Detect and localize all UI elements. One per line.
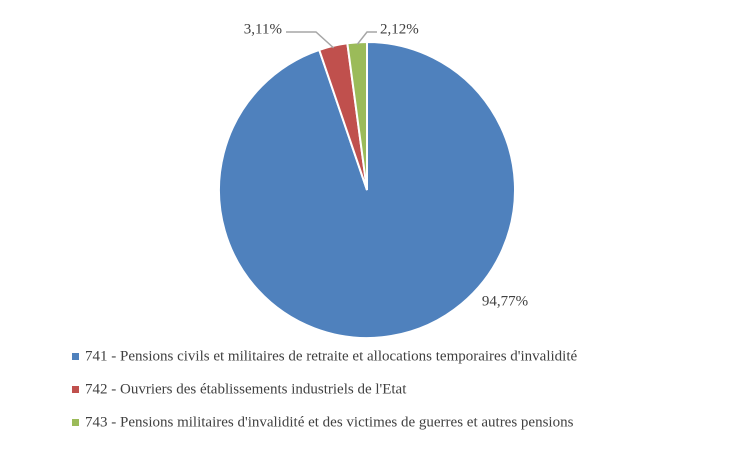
legend-swatch: [72, 386, 79, 393]
legend-label: 741 - Pensions civils et militaires de r…: [85, 348, 577, 364]
legend-swatch: [72, 353, 79, 360]
legend-swatch: [72, 419, 79, 426]
data-label: 94,77%: [482, 293, 528, 309]
legend-label: 743 - Pensions militaires d'invalidité e…: [85, 414, 574, 430]
leader-line: [286, 31, 335, 49]
data-label: 3,11%: [244, 21, 282, 37]
legend-label: 742 - Ouvriers des établissements indust…: [85, 381, 407, 397]
leader-line: [356, 31, 377, 45]
pie-slice: [346, 40, 368, 191]
data-label: 2,12%: [380, 21, 419, 37]
